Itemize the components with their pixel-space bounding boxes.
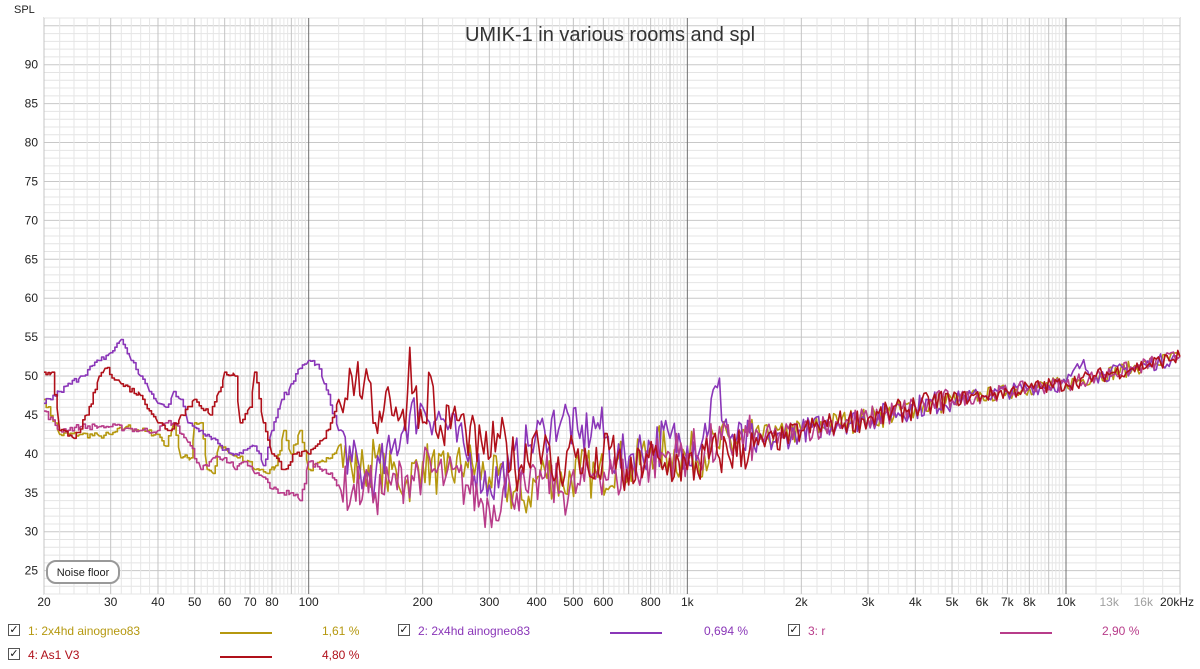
y-tick-label: 50 <box>25 369 39 383</box>
noise-floor-button[interactable]: Noise floor <box>46 560 120 584</box>
y-tick-label: 35 <box>25 486 39 500</box>
y-tick-label: 45 <box>25 408 39 422</box>
x-tick-label: 20 <box>37 595 51 609</box>
legend-value-4: 4,80 % <box>322 648 360 662</box>
legend-swatch-2 <box>610 632 662 634</box>
x-tick-label: 800 <box>641 595 661 609</box>
y-axis-ticks: 25 30 35 40 45 50 55 60 65 70 75 80 85 90 <box>25 58 39 578</box>
series-lines <box>44 338 1181 529</box>
y-tick-label: 85 <box>25 97 39 111</box>
legend-value-2: 0,694 % <box>704 624 749 638</box>
y-axis-label: SPL <box>14 4 35 16</box>
x-tick-label: 10k <box>1056 595 1076 609</box>
x-tick-label: 200 <box>413 595 433 609</box>
grid-lines <box>43 17 1181 595</box>
x-tick-label: 4k <box>909 595 923 609</box>
x-tick-label: 8k <box>1023 595 1037 609</box>
x-tick-label: 16k <box>1134 595 1154 609</box>
legend-checkbox-4[interactable]: ✓ <box>8 647 20 660</box>
series-line-4 <box>44 346 1181 492</box>
x-tick-label: 3k <box>862 595 876 609</box>
y-tick-label: 55 <box>25 330 39 344</box>
y-tick-label: 80 <box>25 136 39 150</box>
x-tick-label: 6k <box>976 595 990 609</box>
x-axis-ticks: 20 30 40 50 60 70 80 100 200 300 400 500 600 800 1k 2k 3… <box>37 595 1194 609</box>
x-tick-label: 600 <box>593 595 613 609</box>
x-tick-label: 100 <box>299 595 319 609</box>
x-tick-label: 80 <box>265 595 279 609</box>
y-tick-label: 70 <box>25 213 39 227</box>
legend-item-4[interactable]: ✓ 4: As1 V3 4,80 % <box>8 646 388 666</box>
chart-title: UMIK-1 in various rooms and spl <box>465 24 755 46</box>
legend-item-3[interactable]: ✓ 3: r 2,90 % <box>788 622 1188 642</box>
y-tick-label: 40 <box>25 447 39 461</box>
x-tick-label: 30 <box>104 595 118 609</box>
x-tick-label: 5k <box>946 595 960 609</box>
y-tick-label: 60 <box>25 291 39 305</box>
legend-value-1: 1,61 % <box>322 624 360 638</box>
x-tick-label: 13k <box>1099 595 1119 609</box>
spl-chart: 25 30 35 40 45 50 55 60 65 70 75 80 85 90 20 30 40 50 60 7… <box>14 4 1194 609</box>
x-tick-label: 50 <box>188 595 202 609</box>
legend-checkbox-1[interactable]: ✓ <box>8 623 20 636</box>
legend-value-3: 2,90 % <box>1102 624 1140 638</box>
x-tick-label: 40 <box>151 595 165 609</box>
x-tick-label: 70 <box>243 595 257 609</box>
y-tick-label: 90 <box>25 58 39 72</box>
x-tick-label: 2k <box>795 595 809 609</box>
x-tick-label: 400 <box>527 595 547 609</box>
y-tick-label: 65 <box>25 252 39 266</box>
y-tick-label: 30 <box>25 525 39 539</box>
legend-swatch-3 <box>1000 632 1052 634</box>
x-tick-label: 1k <box>681 595 695 609</box>
x-tick-label: 300 <box>479 595 499 609</box>
legend-label-3: 3: r <box>808 624 826 638</box>
legend-label-1: 1: 2x4hd ainogneo83 <box>28 624 141 638</box>
legend-label-2: 2: 2x4hd ainogneo83 <box>418 624 531 638</box>
legend-swatch-1 <box>220 632 272 634</box>
x-tick-label: 60 <box>218 595 232 609</box>
legend: ✓ 1: 2x4hd ainogneo83 1,61 % ✓ 2: 2x4hd … <box>0 618 1200 668</box>
x-tick-label: 7k <box>1001 595 1015 609</box>
legend-swatch-4 <box>220 656 272 658</box>
legend-checkbox-2[interactable]: ✓ <box>398 623 410 636</box>
y-tick-label: 75 <box>25 174 39 188</box>
legend-checkbox-3[interactable]: ✓ <box>788 623 800 636</box>
x-tick-label: 500 <box>563 595 583 609</box>
legend-item-2[interactable]: ✓ 2: 2x4hd ainogneo83 0,694 % <box>398 622 778 642</box>
y-tick-label: 25 <box>25 564 39 578</box>
noise-floor-label: Noise floor <box>57 567 110 579</box>
x-tick-label: 20kHz <box>1160 595 1194 609</box>
legend-item-1[interactable]: ✓ 1: 2x4hd ainogneo83 1,61 % <box>8 622 388 642</box>
legend-label-4: 4: As1 V3 <box>28 648 80 662</box>
